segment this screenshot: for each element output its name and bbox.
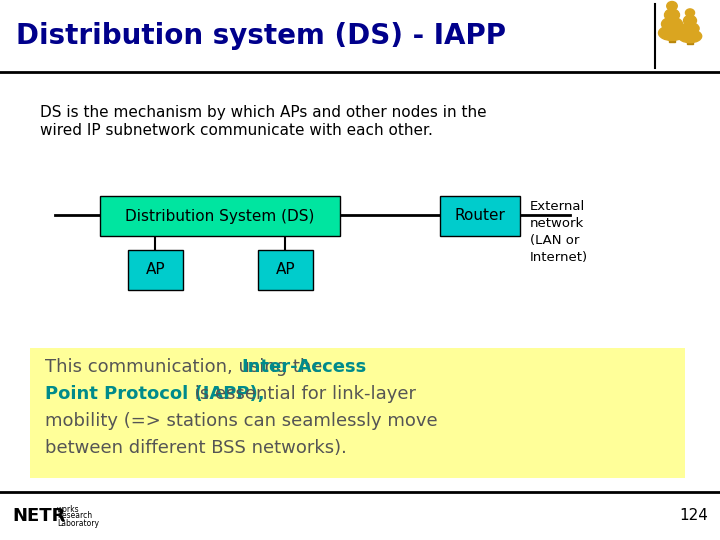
Text: Research: Research <box>57 511 92 521</box>
Bar <box>688 29 693 44</box>
Text: AP: AP <box>145 262 166 278</box>
Text: mobility (=> stations can seamlessly move: mobility (=> stations can seamlessly mov… <box>45 412 438 430</box>
Text: DS is the mechanism by which APs and other nodes in the: DS is the mechanism by which APs and oth… <box>40 105 487 120</box>
Text: Laboratory: Laboratory <box>57 518 99 528</box>
Text: is essential for link-layer: is essential for link-layer <box>189 385 416 403</box>
Bar <box>440 196 520 236</box>
Text: Router: Router <box>454 208 505 224</box>
Bar <box>669 24 675 42</box>
Text: works: works <box>57 504 80 514</box>
Text: Inter-Access: Inter-Access <box>241 358 366 376</box>
Bar <box>30 348 685 478</box>
Text: Point Protocol (IAPP),: Point Protocol (IAPP), <box>45 385 265 403</box>
Bar <box>0 0 720 72</box>
Ellipse shape <box>659 25 685 40</box>
Bar <box>128 250 183 290</box>
Ellipse shape <box>667 2 678 10</box>
Bar <box>258 250 313 290</box>
Text: External
network
(LAN or
Internet): External network (LAN or Internet) <box>530 200 588 264</box>
Ellipse shape <box>685 9 695 17</box>
Ellipse shape <box>665 9 680 21</box>
Text: NETR: NETR <box>12 507 66 525</box>
Text: Distribution System (DS): Distribution System (DS) <box>125 208 315 224</box>
Ellipse shape <box>678 30 702 43</box>
Text: This communication, using the: This communication, using the <box>45 358 328 376</box>
Text: Distribution system (DS) - IAPP: Distribution system (DS) - IAPP <box>16 22 506 50</box>
Bar <box>100 196 340 236</box>
Ellipse shape <box>683 16 696 26</box>
Text: wired IP subnetwork communicate with each other.: wired IP subnetwork communicate with eac… <box>40 123 433 138</box>
Text: 124: 124 <box>679 509 708 523</box>
Text: between different BSS networks).: between different BSS networks). <box>45 439 347 457</box>
Ellipse shape <box>681 23 699 34</box>
Ellipse shape <box>662 17 683 31</box>
Text: AP: AP <box>276 262 295 278</box>
